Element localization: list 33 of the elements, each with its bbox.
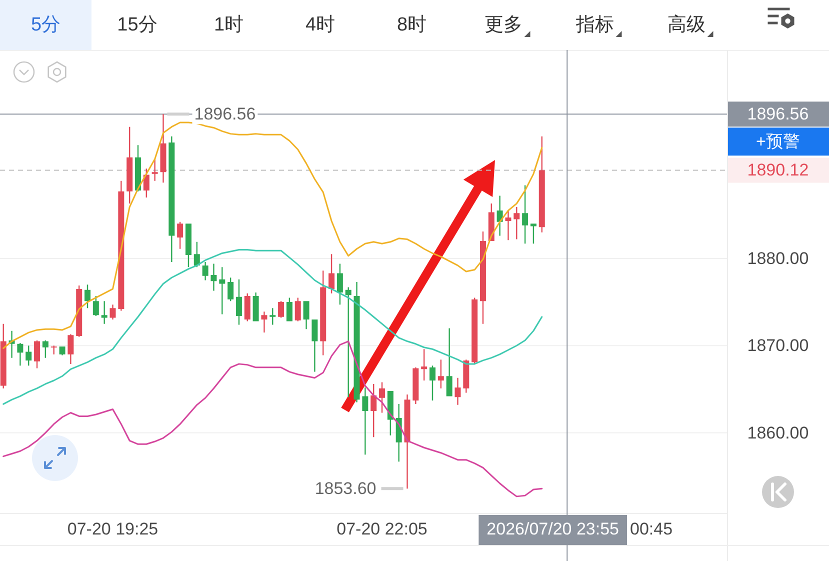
candlestick (101, 301, 108, 324)
text: 更多 (484, 14, 522, 36)
annotation: 1896.56 (194, 104, 256, 124)
text: 高级 (667, 14, 706, 36)
annotation: 1853.60 (314, 479, 376, 498)
text: 指标 (574, 14, 614, 36)
text: 5分 (30, 14, 61, 36)
line-series (2, 122, 543, 349)
candlestick (17, 343, 24, 366)
candlestick (446, 328, 452, 396)
x-tick-label: 07-20 19:25 (67, 520, 158, 538)
candlestick (261, 312, 268, 333)
candlestick (152, 159, 158, 181)
x-tick-label: 07-20 22:05 (336, 520, 428, 538)
y-tick-label: 1860.00 (747, 423, 809, 442)
text: +预警 (756, 132, 800, 152)
ref-line-label: 1890.12 (747, 160, 809, 180)
candlestick (505, 210, 512, 240)
y-tick-label: 1880.00 (747, 248, 809, 268)
candlestick (362, 387, 368, 455)
text: 4时 (305, 14, 336, 36)
text: 15分 (117, 14, 158, 36)
ref-line-label: 2026/07/20 23:55 (486, 520, 620, 538)
candlestick (312, 319, 318, 372)
candlestick (454, 378, 461, 405)
text: 8时 (396, 14, 427, 36)
line-series (2, 340, 543, 498)
line-series (2, 248, 543, 405)
x-tick-label: 00:45 (630, 520, 673, 538)
y-tick-label: 1870.00 (747, 336, 809, 356)
candlestick (210, 264, 217, 291)
ref-line-label: 1896.56 (747, 104, 809, 124)
text: 1时 (214, 14, 244, 36)
